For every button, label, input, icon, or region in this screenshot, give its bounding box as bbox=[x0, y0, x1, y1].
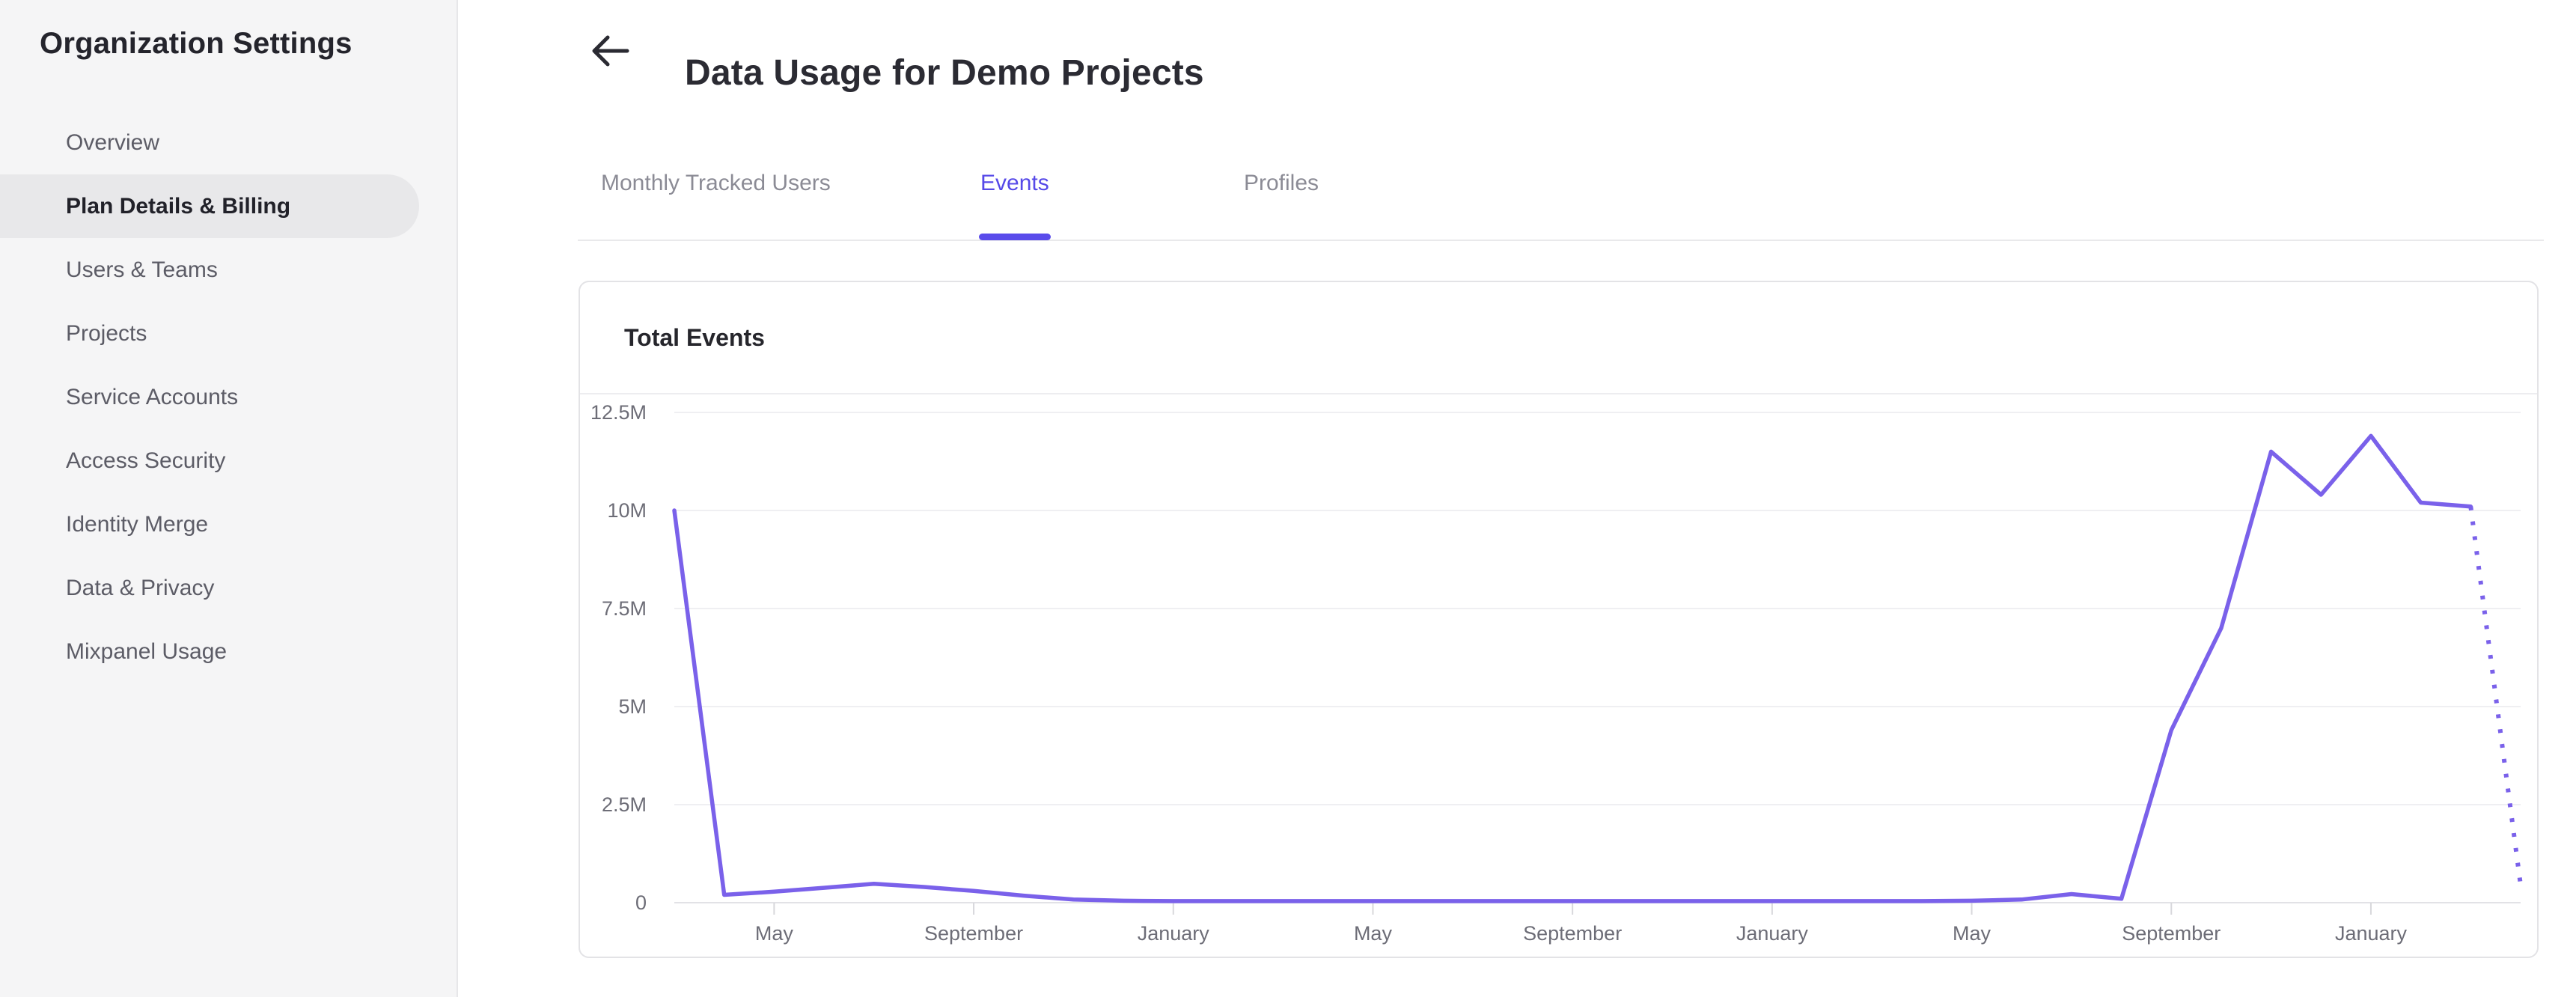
y-axis-label: 7.5M bbox=[602, 597, 647, 620]
card-title: Total Events bbox=[624, 323, 765, 351]
active-tab-underline bbox=[979, 234, 1051, 240]
tab-monthly-tracked-users[interactable]: Monthly Tracked Users bbox=[601, 171, 831, 195]
back-button[interactable] bbox=[588, 31, 633, 70]
y-axis-label: 2.5M bbox=[602, 793, 647, 816]
card-header: Total Events bbox=[580, 282, 2537, 394]
tab-profiles[interactable]: Profiles bbox=[1244, 171, 1319, 195]
sidebar-item-service-accounts[interactable]: Service Accounts bbox=[66, 384, 239, 409]
x-axis-label: January bbox=[1138, 922, 1210, 945]
x-axis-label: May bbox=[755, 922, 794, 945]
total-events-series-line bbox=[672, 433, 2473, 903]
sidebar-item-projects[interactable]: Projects bbox=[66, 320, 147, 346]
y-axis-label: 12.5M bbox=[590, 401, 647, 424]
sidebar-item-mixpanel-usage[interactable]: Mixpanel Usage bbox=[66, 638, 228, 664]
total-events-line-chart[interactable]: 0 2.5M 5M 7.5M 10M 12.5M May September January Ma… bbox=[580, 396, 2537, 957]
sidebar-item-overview[interactable]: Overview bbox=[66, 129, 160, 155]
sidebar-item-access-security[interactable]: Access Security bbox=[66, 448, 226, 473]
y-axis-label: 10M bbox=[607, 499, 647, 522]
tab-events[interactable]: Events bbox=[980, 171, 1049, 195]
x-axis-label: May bbox=[1354, 922, 1393, 945]
x-axis-label: September bbox=[924, 922, 1023, 945]
x-axis-label: January bbox=[2335, 922, 2408, 945]
x-axis-label: January bbox=[1736, 922, 1809, 945]
x-axis-label: September bbox=[2122, 922, 2221, 945]
sidebar-nav: Overview Plan Details & Billing Users & Te… bbox=[0, 111, 458, 683]
sidebar-item-identity-merge[interactable]: Identity Merge bbox=[66, 511, 209, 537]
sidebar-item-users-and-teams[interactable]: Users & Teams bbox=[66, 257, 218, 282]
total-events-projection-dotted-line bbox=[2468, 506, 2523, 885]
sidebar-title: Organization Settings bbox=[40, 27, 352, 60]
page-title: Data Usage for Demo Projects bbox=[685, 53, 1204, 94]
tabs-divider bbox=[578, 240, 2544, 241]
arrow-left-icon bbox=[588, 35, 633, 73]
y-axis-label: 5M bbox=[618, 695, 647, 718]
y-axis-label: 0 bbox=[635, 891, 647, 914]
total-events-card: Total Events 0 2.5M 5M 7.5M 10M 12.5M May Septe… bbox=[579, 281, 2539, 958]
organization-settings-sidebar: Organization Settings Overview Plan Detai… bbox=[0, 0, 458, 997]
x-axis-label: May bbox=[1953, 922, 1991, 945]
sidebar-item-data-and-privacy[interactable]: Data & Privacy bbox=[66, 575, 215, 600]
sidebar-item-plan-details-and-billing[interactable]: Plan Details & Billing bbox=[0, 174, 419, 238]
x-axis-label: September bbox=[1523, 922, 1622, 945]
